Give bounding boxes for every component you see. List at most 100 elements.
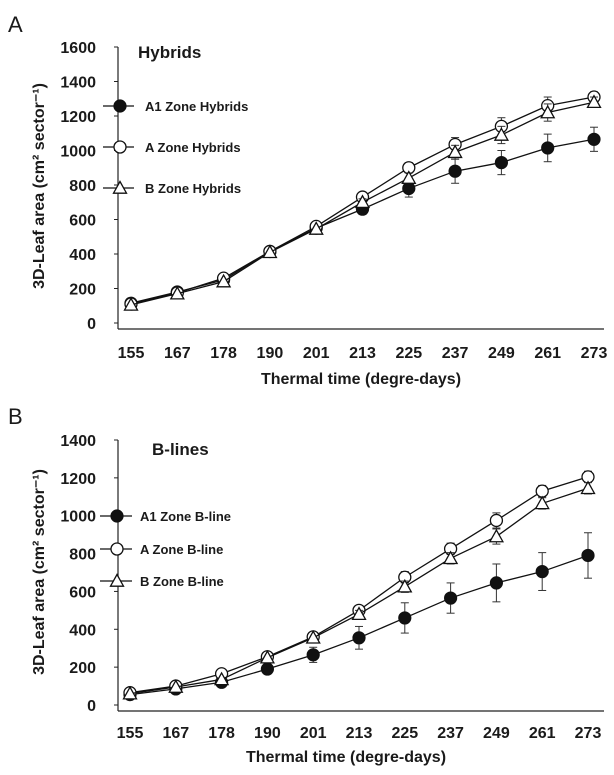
y-tick-label-a-3: 600 [69, 213, 96, 230]
x-tick-label-b-4: 201 [300, 725, 327, 742]
data-point-b-0-8 [489, 576, 503, 590]
data-point-a-2-4 [308, 221, 324, 235]
panel-a: A Hybrids Thermal time (degre-days) 3D-L… [8, 12, 607, 388]
y-tick-label-b-1: 200 [69, 660, 96, 677]
y-axis-title-b: 3D-Leaf area (cm² sector⁻¹) [31, 469, 48, 675]
x-tick-label-a-6: 225 [395, 345, 422, 362]
x-tick-label-b-9: 261 [529, 725, 556, 742]
data-point-a-2-8 [493, 127, 510, 141]
x-axis-title-a: Thermal time (degre-days) [261, 371, 461, 388]
x-axis-title-b: Thermal time (degre-days) [246, 749, 446, 766]
panel-b: B B-lines Thermal time (degre-days) 3D-L… [8, 404, 604, 766]
x-tick-label-a-2: 178 [210, 345, 237, 362]
data-point-b-2-0 [122, 685, 138, 700]
y-tick-label-a-0: 0 [87, 316, 96, 333]
legend-marker-a-1 [113, 140, 127, 154]
y-tick-label-a-7: 1400 [60, 75, 96, 92]
x-tick-label-b-7: 237 [437, 725, 464, 742]
data-point-b-2-4 [305, 629, 321, 644]
y-tick-label-b-6: 1200 [60, 471, 96, 488]
y-tick-label-a-8: 1600 [60, 40, 96, 57]
data-point-b-2-1 [168, 679, 184, 693]
data-point-b-0-3 [260, 662, 274, 676]
series-a-2 [123, 94, 602, 311]
x-tick-label-b-10: 273 [575, 725, 602, 742]
data-point-b-0-5 [352, 631, 366, 645]
data-point-a-2-9 [540, 104, 556, 119]
x-tick-label-b-0: 155 [117, 725, 144, 742]
series-line-a-0 [130, 138, 595, 304]
y-tick-label-a-5: 1000 [60, 144, 96, 161]
data-point-b-0-10 [581, 548, 595, 563]
legend-label-b-0: A1 Zone B-line [140, 509, 231, 524]
legend-label-a-1: A Zone Hybrids [145, 140, 241, 155]
data-point-b-0-7 [444, 591, 458, 605]
data-point-a-2-0 [123, 297, 139, 311]
x-tick-label-a-9: 261 [534, 345, 561, 362]
data-point-b-2-7 [442, 550, 459, 565]
x-tick-label-b-3: 190 [254, 725, 281, 742]
y-tick-label-b-2: 400 [69, 622, 96, 639]
panel-letter-b: B [8, 404, 23, 429]
data-point-b-2-2 [213, 671, 230, 686]
data-point-b-0-6 [398, 611, 412, 625]
x-tick-label-b-2: 178 [208, 725, 235, 742]
data-point-b-1-9 [535, 484, 549, 498]
data-point-a-0-6 [402, 181, 416, 196]
y-tick-label-a-1: 200 [69, 282, 96, 299]
data-point-a-2-1 [169, 285, 185, 300]
data-point-b-2-5 [351, 606, 367, 620]
data-point-b-0-4 [306, 648, 320, 662]
data-point-a-0-9 [541, 141, 555, 155]
data-point-a-2-2 [215, 273, 232, 288]
x-tick-label-a-10: 273 [581, 345, 608, 362]
data-point-b-0-9 [535, 564, 549, 579]
panel-title-a: Hybrids [138, 43, 201, 62]
data-point-a-0-10 [587, 132, 601, 146]
legend-label-b-2: B Zone B-line [140, 574, 224, 589]
y-tick-label-b-5: 1000 [60, 509, 96, 526]
data-point-a-0-7 [448, 164, 462, 178]
x-tick-label-a-7: 237 [442, 345, 469, 362]
legend-label-a-2: B Zone Hybrids [145, 181, 241, 196]
y-tick-label-a-6: 1200 [60, 109, 96, 126]
data-point-b-2-10 [580, 480, 596, 495]
data-point-b-2-8 [488, 528, 505, 543]
y-tick-label-b-0: 0 [87, 698, 96, 715]
panel-title-b: B-lines [152, 440, 209, 459]
legend-marker-b-0 [110, 509, 124, 523]
legend-marker-b-1 [110, 542, 124, 556]
data-point-a-2-7 [447, 144, 463, 159]
data-point-a-2-3 [262, 244, 278, 259]
x-tick-label-b-6: 225 [391, 725, 418, 742]
legend-marker-a-2 [112, 180, 128, 194]
legend-marker-a-0 [113, 99, 127, 113]
legend-marker-b-2 [109, 573, 125, 587]
data-point-a-2-5 [354, 194, 371, 209]
x-tick-label-a-8: 249 [488, 345, 515, 362]
y-axis-title-a: 3D-Leaf area (cm² sector⁻¹) [31, 83, 48, 289]
x-tick-label-a-3: 190 [257, 345, 284, 362]
data-point-a-2-6 [401, 170, 417, 184]
data-point-b-2-3 [259, 649, 276, 664]
x-tick-label-a-5: 213 [349, 345, 376, 362]
legend-label-b-1: A Zone B-line [140, 542, 223, 557]
x-tick-label-a-1: 167 [164, 345, 191, 362]
y-tick-label-b-4: 800 [69, 547, 96, 564]
data-point-b-1-8 [489, 513, 504, 528]
series-b-2 [122, 480, 596, 700]
data-point-a-2-10 [586, 94, 602, 109]
data-point-b-2-9 [534, 495, 550, 510]
x-tick-label-b-5: 213 [346, 725, 373, 742]
data-point-a-0-8 [494, 155, 508, 170]
x-tick-label-a-0: 155 [118, 345, 145, 362]
y-tick-label-a-4: 800 [69, 178, 96, 195]
panel-letter-a: A [8, 12, 23, 37]
x-tick-label-b-1: 167 [162, 725, 189, 742]
x-tick-label-b-8: 249 [483, 725, 510, 742]
x-tick-label-a-4: 201 [303, 345, 330, 362]
y-tick-label-b-7: 1400 [60, 433, 96, 450]
data-point-b-2-6 [397, 578, 413, 593]
